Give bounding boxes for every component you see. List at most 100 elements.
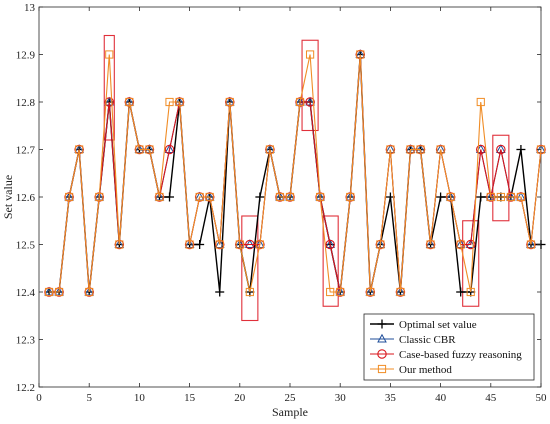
data-point-marker	[234, 239, 245, 248]
data-point-marker	[285, 192, 295, 202]
y-tick-label: 13	[24, 2, 36, 14]
data-point-marker	[235, 240, 244, 249]
data-point-marker	[465, 239, 476, 250]
data-point-marker	[476, 144, 486, 155]
data-point-marker	[114, 239, 125, 248]
data-point-marker	[526, 240, 536, 249]
x-tick-label: 0	[36, 392, 42, 404]
y-tick-label: 12.8	[16, 97, 36, 109]
x-tick-label: 35	[385, 392, 397, 404]
x-tick-label: 45	[485, 392, 497, 404]
data-point-marker	[195, 240, 205, 249]
data-point-marker	[205, 192, 214, 202]
data-point-marker	[225, 97, 234, 107]
data-point-marker	[54, 286, 64, 296]
data-point-marker	[516, 192, 526, 202]
highlight-box	[301, 39, 319, 132]
data-point-marker	[44, 286, 54, 296]
data-point-marker	[425, 239, 436, 248]
data-point-marker	[395, 286, 406, 296]
x-tick-label: 30	[335, 392, 347, 404]
x-tick-label: 5	[86, 392, 92, 404]
data-point-marker	[84, 286, 95, 296]
data-point-marker	[85, 287, 94, 297]
data-point-marker	[185, 240, 194, 249]
data-point-marker	[154, 191, 165, 201]
data-point-marker	[516, 191, 526, 201]
data-point-marker	[44, 287, 54, 297]
data-point-marker	[244, 239, 255, 248]
data-point-marker	[145, 145, 154, 154]
data-point-marker	[214, 239, 225, 248]
data-point-marker	[195, 192, 204, 202]
data-point-marker	[426, 240, 435, 249]
data-point-marker	[165, 97, 174, 107]
y-tick-label: 12.4	[16, 287, 36, 299]
data-point-marker	[285, 191, 295, 201]
legend-label: Optimal set value	[399, 319, 477, 331]
legend-entry: Classic CBR	[370, 333, 456, 346]
legend-label: Case-based fuzzy reasoning	[399, 349, 522, 361]
data-point-marker	[255, 239, 265, 248]
legend-marker	[377, 319, 387, 329]
legend-entry: Case-based fuzzy reasoning	[370, 349, 522, 361]
x-tick-label: 20	[234, 392, 246, 404]
legend-label: Classic CBR	[399, 334, 456, 346]
data-point-marker	[476, 97, 485, 107]
x-axis-label: Sample	[272, 405, 308, 419]
data-point-marker	[134, 144, 145, 153]
data-point-marker	[436, 145, 445, 154]
data-point-marker	[396, 287, 405, 297]
legend-entry: Our method	[370, 364, 452, 376]
data-point-marker	[305, 50, 315, 59]
legend-marker	[377, 349, 387, 359]
data-point-marker	[75, 145, 84, 154]
data-point-marker	[255, 192, 265, 202]
x-tick-label: 40	[435, 392, 447, 404]
data-point-marker	[265, 145, 275, 154]
y-tick-label: 12.9	[16, 50, 36, 62]
data-point-marker	[115, 240, 124, 249]
highlight-box	[492, 134, 510, 222]
data-point-marker	[65, 192, 74, 202]
data-point-marker	[275, 191, 285, 201]
data-point-marker	[135, 145, 144, 154]
data-point-marker	[125, 97, 134, 107]
data-point-marker	[175, 97, 184, 107]
x-tick-label: 50	[536, 392, 548, 404]
y-tick-label: 12.5	[16, 240, 36, 252]
data-point-marker	[346, 192, 355, 202]
y-tick-label: 12.7	[16, 145, 36, 157]
data-point-marker	[466, 287, 475, 297]
data-point-marker	[455, 239, 466, 248]
y-tick-label: 12.6	[16, 192, 36, 204]
data-point-marker	[336, 287, 345, 297]
y-tick-label: 12.3	[16, 335, 36, 347]
data-point-marker	[356, 50, 365, 59]
data-point-marker	[144, 144, 155, 153]
y-tick-label: 12.2	[16, 382, 35, 394]
highlight-box	[322, 215, 339, 307]
data-point-marker	[164, 144, 175, 153]
data-point-marker	[194, 191, 205, 201]
legend-marker	[377, 333, 387, 343]
data-point-marker	[496, 192, 505, 202]
legend-entry: Optimal set value	[370, 319, 477, 331]
data-point-marker	[445, 192, 456, 202]
data-point-marker	[104, 97, 115, 107]
x-tick-label: 15	[184, 392, 196, 404]
data-point-marker	[376, 240, 385, 249]
data-point-marker	[245, 287, 254, 297]
data-point-marker	[495, 144, 506, 153]
highlight-box	[241, 215, 259, 322]
x-tick-label: 25	[285, 392, 297, 404]
data-point-marker	[516, 145, 526, 154]
data-point-marker	[406, 145, 415, 154]
data-point-marker	[446, 192, 455, 202]
data-point-marker	[485, 191, 496, 201]
data-point-marker	[476, 192, 486, 202]
series-group	[44, 50, 546, 297]
data-point-marker	[486, 192, 495, 202]
data-point-marker	[496, 144, 506, 155]
